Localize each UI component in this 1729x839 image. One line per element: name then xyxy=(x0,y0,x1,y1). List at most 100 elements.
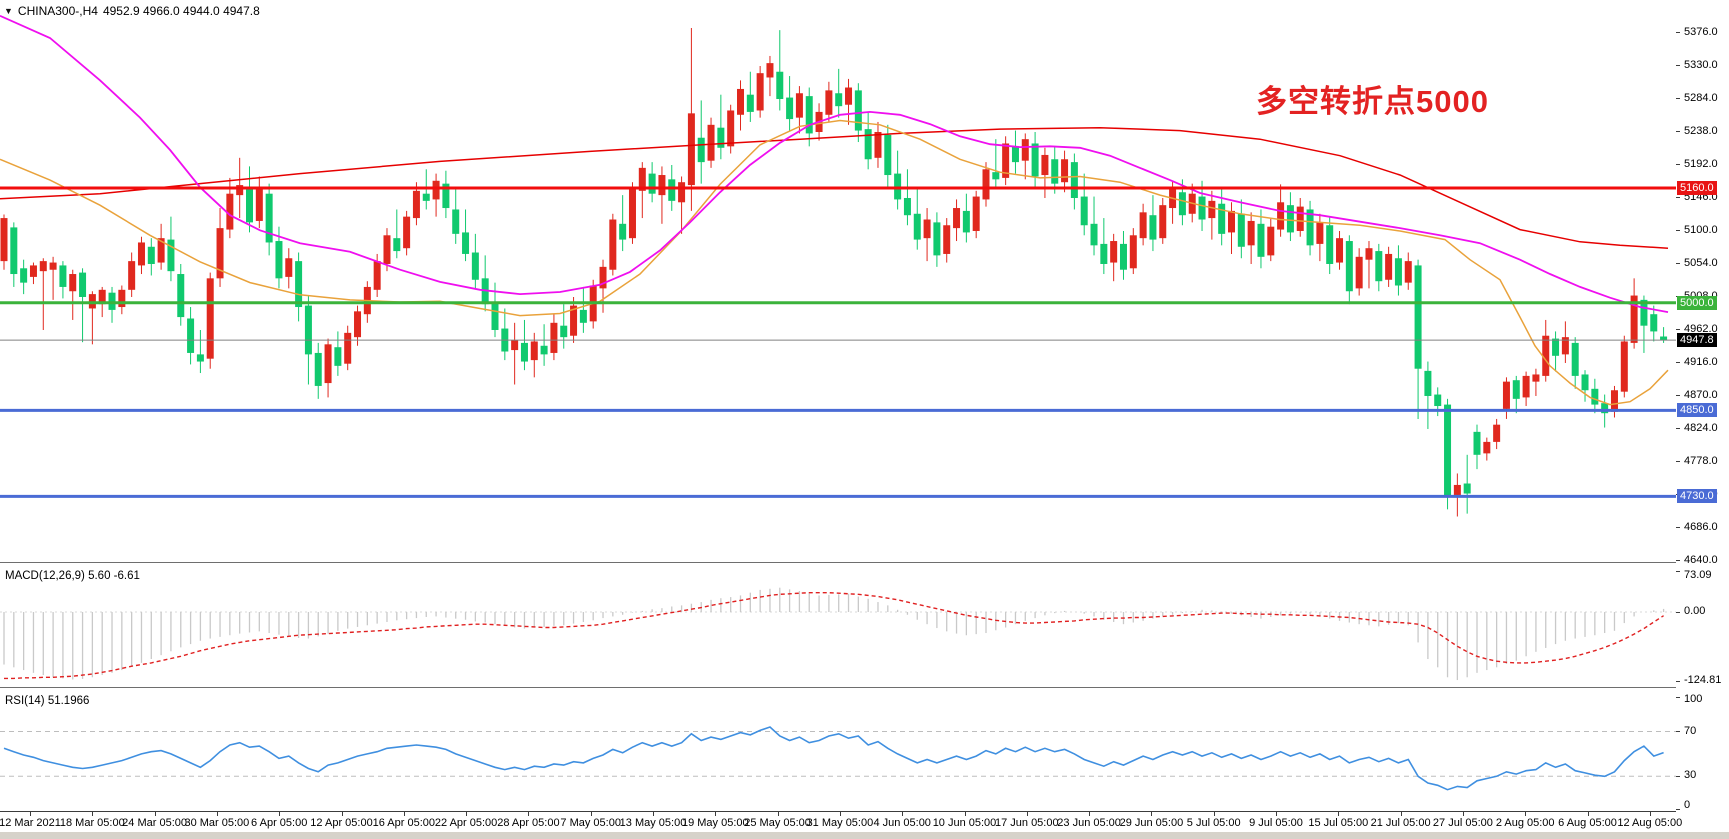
candlestick xyxy=(520,319,528,371)
candlestick xyxy=(1070,153,1078,210)
candlestick xyxy=(1394,245,1402,296)
candlestick xyxy=(471,233,479,289)
candle-body xyxy=(687,113,695,186)
candle-body xyxy=(1444,404,1452,496)
time-tick-mark xyxy=(92,812,94,816)
candlestick xyxy=(49,256,57,300)
time-tick-mark xyxy=(279,812,281,816)
price-tick-label: 4686.0 xyxy=(1684,520,1718,533)
candlestick xyxy=(1149,195,1157,252)
candle-body xyxy=(795,93,803,118)
candle-body xyxy=(137,242,145,266)
candlestick xyxy=(658,166,666,224)
candle-body xyxy=(1149,215,1157,240)
candle-body xyxy=(707,124,715,161)
candle-body xyxy=(570,305,578,336)
macd-signal-line xyxy=(4,592,1664,680)
candlestick-chart[interactable] xyxy=(0,0,1676,563)
price-tick-mark xyxy=(1676,263,1680,265)
price-tag-4850: 4850.0 xyxy=(1677,403,1717,418)
candlestick xyxy=(108,286,116,323)
candle-body xyxy=(147,246,155,264)
rsi-chart[interactable] xyxy=(0,691,1676,811)
rsi-tick-label: 100 xyxy=(1684,693,1703,705)
candlestick xyxy=(1581,370,1589,402)
candlestick xyxy=(943,218,951,263)
main-price-panel[interactable] xyxy=(0,0,1677,563)
current-price-tag: 4947.8 xyxy=(1677,333,1717,348)
text-annotation[interactable]: 多空转折点5000 xyxy=(1256,84,1489,119)
time-tick-mark xyxy=(839,812,841,816)
candlestick xyxy=(727,104,735,154)
candlestick xyxy=(452,189,460,244)
candle-body xyxy=(39,261,47,272)
chevron-down-icon[interactable]: ▼ xyxy=(4,6,13,16)
macd-tick-mark xyxy=(1676,571,1680,573)
candle-body xyxy=(1296,206,1304,231)
rsi-panel[interactable] xyxy=(0,691,1677,812)
candle-body xyxy=(59,265,67,287)
candle-body xyxy=(1453,484,1461,495)
candlestick xyxy=(1512,375,1520,414)
candle-body xyxy=(1139,212,1147,239)
candle-body xyxy=(1031,143,1039,177)
candlestick xyxy=(295,252,303,322)
candle-body xyxy=(0,218,8,262)
candlestick xyxy=(707,117,715,168)
candle-body xyxy=(579,309,587,323)
time-label: 6 Aug 05:00 xyxy=(1558,817,1617,829)
candlestick xyxy=(619,195,627,252)
macd-chart[interactable] xyxy=(0,566,1676,688)
candlestick xyxy=(560,304,568,349)
price-tick-mark xyxy=(1676,560,1680,562)
candle-body xyxy=(982,169,990,200)
candlestick xyxy=(20,259,28,295)
time-tick-mark xyxy=(216,812,218,816)
candle-body xyxy=(314,352,322,386)
candlestick xyxy=(579,286,587,333)
price-tick-label: 4870.0 xyxy=(1684,388,1718,401)
candlestick xyxy=(1247,212,1255,264)
candlestick xyxy=(1267,218,1275,262)
candle-body xyxy=(1178,192,1186,216)
candle-body xyxy=(354,311,362,338)
candle-body xyxy=(1542,335,1550,376)
time-label: 18 Mar 05:00 xyxy=(59,817,125,829)
candlestick xyxy=(550,314,558,361)
candle-body xyxy=(776,71,784,99)
time-tick-mark xyxy=(964,812,966,816)
candle-body xyxy=(953,208,961,229)
time-label: 12 Mar 2021 xyxy=(0,817,61,829)
candlestick xyxy=(1414,259,1422,419)
time-tick-mark xyxy=(1587,812,1589,816)
candlestick xyxy=(1306,200,1314,256)
candle-body xyxy=(373,261,381,290)
macd-panel[interactable] xyxy=(0,566,1677,688)
candle-body xyxy=(1365,248,1373,260)
candle-body xyxy=(1277,202,1285,230)
candle-body xyxy=(275,241,283,279)
candlestick xyxy=(746,71,754,122)
candlestick xyxy=(1090,196,1098,256)
candle-body xyxy=(206,278,214,359)
candle-body xyxy=(255,189,263,221)
candlestick xyxy=(1159,197,1167,244)
candle-body xyxy=(727,110,735,147)
candle-body xyxy=(1601,403,1609,414)
candlestick xyxy=(69,269,77,320)
candle-body xyxy=(1483,441,1491,454)
candle-body xyxy=(1424,370,1432,396)
candlestick xyxy=(1228,202,1235,254)
candlestick xyxy=(1051,146,1059,194)
candle-body xyxy=(324,344,332,384)
candle-body xyxy=(491,302,499,330)
time-label: 19 May 05:00 xyxy=(681,817,749,829)
candle-body xyxy=(697,137,705,163)
price-axis[interactable]: 5376.0 5330.0 5284.0 5238.0 5192.0 5146.0 5100… xyxy=(1676,0,1729,812)
candlestick xyxy=(1316,213,1324,262)
candle-body xyxy=(737,88,744,115)
candlestick xyxy=(894,150,902,210)
price-tick-label: 5330.0 xyxy=(1684,58,1718,71)
candle-body xyxy=(1306,209,1314,246)
